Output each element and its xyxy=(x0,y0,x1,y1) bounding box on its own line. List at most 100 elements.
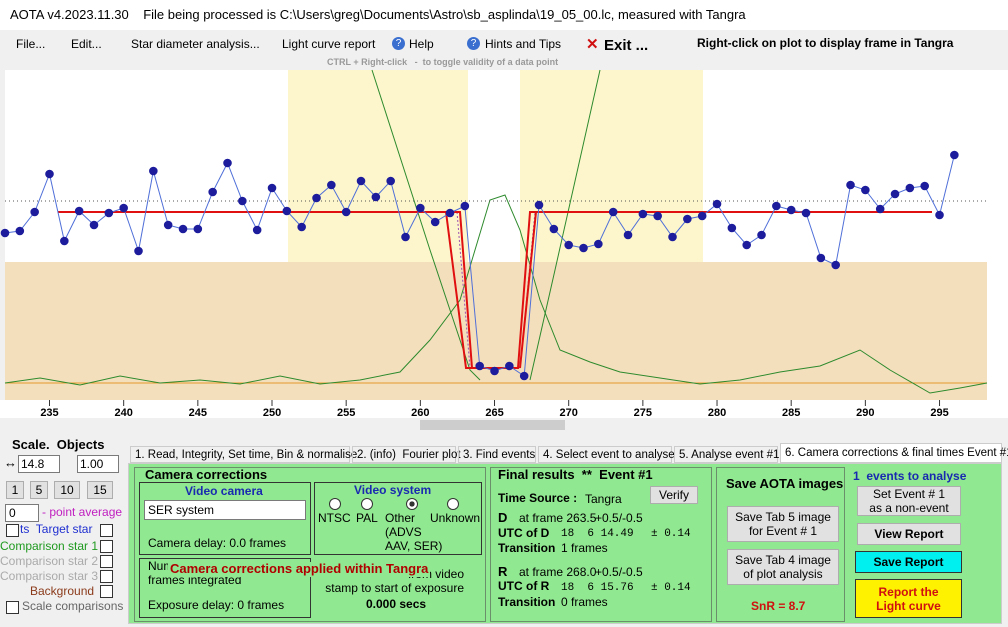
data-point xyxy=(668,232,677,242)
camera-select[interactable]: SER system xyxy=(144,500,306,520)
data-point xyxy=(327,180,336,190)
checkbox[interactable] xyxy=(100,570,113,583)
save-button[interactable]: Save Tab 4 image of plot analysis xyxy=(727,549,839,585)
data-point xyxy=(475,361,484,371)
label: UTC of D xyxy=(498,526,550,540)
non-event-button[interactable]: Set Event # 1 as a non-event xyxy=(857,486,961,516)
data-point xyxy=(816,253,826,263)
data-point xyxy=(267,183,277,193)
menu-item[interactable]: File... xyxy=(16,37,46,51)
radio[interactable] xyxy=(329,498,341,510)
menu-item[interactable]: Star diameter analysis... xyxy=(131,37,260,51)
x-tick-label: 255 xyxy=(337,407,355,419)
data-point xyxy=(74,206,84,216)
data-point xyxy=(683,214,692,224)
menu-item[interactable]: Help xyxy=(409,37,434,51)
view-report-button[interactable]: View Report xyxy=(857,523,961,545)
checkbox[interactable] xyxy=(100,585,113,598)
zoom-button[interactable]: 10 xyxy=(54,481,80,499)
scale-input[interactable]: 14.8 xyxy=(18,455,60,473)
data-point xyxy=(356,176,366,186)
value: 1 frames xyxy=(561,541,608,555)
data-point xyxy=(564,240,573,250)
data-point xyxy=(861,185,870,195)
average-label: - point average xyxy=(42,505,123,519)
data-point xyxy=(890,189,900,199)
x-tick-label: 285 xyxy=(782,407,800,419)
menu-item[interactable]: Edit... xyxy=(71,37,102,51)
plot-margin xyxy=(987,70,1008,418)
data-point xyxy=(178,224,188,234)
radio[interactable] xyxy=(447,498,459,510)
value: +0.5/-0.5 xyxy=(595,565,643,579)
data-point xyxy=(445,208,455,218)
exposure-group xyxy=(139,558,311,618)
menu-item[interactable]: Light curve report xyxy=(282,37,376,51)
zoom-button[interactable]: 15 xyxy=(87,481,113,499)
checkbox[interactable] xyxy=(100,524,113,537)
value: Tangra xyxy=(585,492,622,506)
average-select[interactable]: 0 xyxy=(5,504,39,522)
hints-icon: ? xyxy=(467,37,480,50)
data-point xyxy=(223,158,232,168)
check-label: Background xyxy=(30,584,95,598)
data-point xyxy=(519,371,529,381)
checkbox[interactable] xyxy=(100,540,113,553)
tab-active[interactable]: 6. Camera corrections & final times Even… xyxy=(780,443,1008,463)
data-point xyxy=(282,206,292,216)
x-tick-label: 275 xyxy=(634,407,652,419)
zoom-button[interactable]: 1 xyxy=(6,481,24,499)
exposure-delay: Exposure delay: 0 frames xyxy=(148,598,285,612)
save-button[interactable]: Save Tab 5 image for Event # 1 xyxy=(727,506,839,542)
data-point xyxy=(252,225,262,235)
value: 0 frames xyxy=(561,595,608,609)
zoom-button[interactable]: 5 xyxy=(30,481,48,499)
model-guide xyxy=(529,69,601,381)
check-label: ts Target star xyxy=(20,522,93,536)
fit-edge xyxy=(445,211,480,369)
label: Transition xyxy=(498,541,556,555)
data-point xyxy=(193,224,203,234)
results-group xyxy=(490,467,712,622)
menu-note: Right-click on plot to display frame in … xyxy=(697,36,954,50)
verify-button[interactable]: Verify xyxy=(650,486,698,504)
data-point xyxy=(341,207,351,217)
data-point xyxy=(297,222,306,232)
x-tick-label: 240 xyxy=(114,407,132,419)
snr: SnR = 8.7 xyxy=(751,599,806,613)
radio[interactable] xyxy=(361,498,373,510)
tab[interactable]: 1. Read, Integrity, Set time, Bin & norm… xyxy=(130,446,357,463)
radio-selected[interactable] xyxy=(406,498,418,510)
plot: 235 240 245 250 255 260 265 270 275 280 285 290 295 xyxy=(0,0,1008,432)
scroll-thumb[interactable] xyxy=(420,420,565,430)
report-light-curve-button[interactable]: Report the Light curve xyxy=(855,579,962,618)
factor-input[interactable]: 1.00 xyxy=(77,455,119,473)
x-tick-label: 260 xyxy=(411,407,429,419)
data-point xyxy=(801,208,811,218)
model-guide xyxy=(371,69,481,381)
stamp-value: 0.000 secs xyxy=(366,597,427,611)
menu-item[interactable]: Hints and Tips xyxy=(485,37,562,51)
comparison-curve xyxy=(4,194,988,394)
data-point xyxy=(416,203,425,213)
video-camera-group xyxy=(139,482,311,555)
checkbox[interactable] xyxy=(100,555,113,568)
data-point xyxy=(727,223,737,233)
fit-edge xyxy=(519,211,537,369)
tab[interactable]: 4. Select event to analyse xyxy=(538,446,675,463)
checkbox[interactable] xyxy=(6,524,19,537)
x-tick-label: 295 xyxy=(930,407,948,419)
menu-item[interactable]: Exit ... xyxy=(604,37,649,54)
data-point xyxy=(149,166,158,176)
radio-label: Unknown xyxy=(430,511,481,525)
data-point xyxy=(920,181,929,191)
data-point xyxy=(712,199,722,209)
tab[interactable]: 2. (info) Fourier plot xyxy=(352,446,461,463)
overlay-notice: Camera corrections applied within Tangra xyxy=(168,561,431,577)
tab[interactable]: 3. Find events xyxy=(458,446,536,463)
data-point xyxy=(549,224,559,234)
checkbox[interactable] xyxy=(6,601,19,614)
tab[interactable]: 5. Analyse event #1 xyxy=(674,446,779,463)
save-report-button[interactable]: Save Report xyxy=(855,551,962,573)
